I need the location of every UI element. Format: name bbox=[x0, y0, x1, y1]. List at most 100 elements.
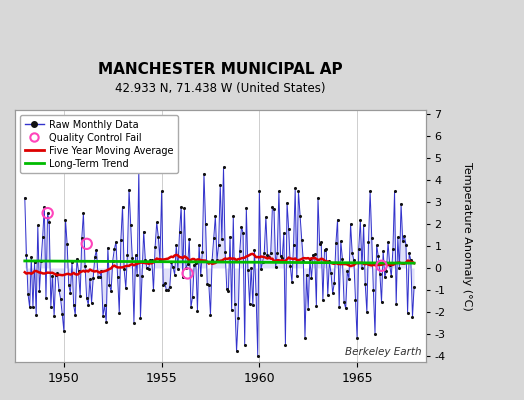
Point bbox=[151, 244, 159, 250]
Point bbox=[51, 272, 60, 278]
Point bbox=[311, 251, 319, 258]
Point bbox=[48, 272, 57, 279]
Point bbox=[268, 204, 277, 211]
Point bbox=[136, 315, 145, 322]
Legend: Raw Monthly Data, Quality Control Fail, Five Year Moving Average, Long-Term Tren: Raw Monthly Data, Quality Control Fail, … bbox=[20, 115, 178, 173]
Point bbox=[58, 311, 67, 317]
Point bbox=[92, 247, 101, 253]
Point bbox=[210, 234, 218, 241]
Point bbox=[346, 221, 355, 227]
Point bbox=[20, 194, 29, 201]
Point bbox=[267, 250, 275, 256]
Point bbox=[112, 238, 120, 245]
Point bbox=[40, 203, 49, 210]
Point bbox=[301, 335, 309, 341]
Point bbox=[206, 312, 215, 318]
Point bbox=[389, 246, 397, 253]
Point bbox=[283, 200, 291, 206]
Point bbox=[305, 256, 314, 262]
Point bbox=[73, 256, 81, 262]
Point bbox=[376, 271, 384, 277]
Point bbox=[239, 230, 247, 236]
Point bbox=[47, 304, 55, 310]
Point bbox=[99, 313, 107, 320]
Point bbox=[107, 288, 115, 294]
Point bbox=[288, 279, 296, 285]
Point bbox=[125, 186, 133, 193]
Point bbox=[255, 188, 264, 194]
Point bbox=[135, 166, 143, 172]
Point bbox=[122, 285, 130, 291]
Point bbox=[35, 288, 43, 294]
Point bbox=[402, 241, 410, 248]
Point bbox=[154, 234, 162, 240]
Point bbox=[250, 247, 259, 253]
Point bbox=[203, 280, 211, 287]
Point bbox=[374, 253, 383, 259]
Point bbox=[258, 259, 267, 265]
Point bbox=[324, 292, 332, 298]
Point bbox=[64, 282, 73, 288]
Point bbox=[200, 170, 208, 177]
Point bbox=[340, 299, 348, 306]
Point bbox=[379, 248, 387, 254]
Point bbox=[276, 252, 285, 259]
Point bbox=[245, 301, 254, 307]
Point bbox=[400, 233, 409, 239]
Point bbox=[320, 246, 329, 253]
Point bbox=[161, 280, 169, 287]
Text: MANCHESTER MUNICIPAL AP: MANCHESTER MUNICIPAL AP bbox=[98, 62, 343, 77]
Point bbox=[76, 293, 84, 300]
Point bbox=[395, 265, 403, 271]
Point bbox=[342, 305, 350, 312]
Point bbox=[302, 272, 311, 278]
Point bbox=[280, 230, 288, 236]
Point bbox=[53, 270, 61, 276]
Point bbox=[390, 188, 399, 194]
Point bbox=[407, 257, 415, 264]
Point bbox=[83, 241, 91, 247]
Point bbox=[145, 266, 153, 272]
Point bbox=[223, 286, 231, 292]
Point bbox=[319, 296, 327, 303]
Point bbox=[128, 255, 136, 262]
Point bbox=[229, 213, 237, 219]
Point bbox=[38, 234, 47, 240]
Point bbox=[70, 302, 78, 308]
Point bbox=[177, 203, 185, 210]
Point bbox=[345, 275, 353, 282]
Point bbox=[386, 262, 394, 268]
Point bbox=[358, 265, 366, 272]
Point bbox=[364, 239, 373, 245]
Point bbox=[157, 188, 166, 194]
Point bbox=[343, 268, 352, 275]
Point bbox=[198, 249, 206, 255]
Point bbox=[195, 242, 203, 248]
Point bbox=[169, 264, 177, 270]
Point bbox=[408, 314, 417, 320]
Point bbox=[57, 296, 65, 302]
Point bbox=[176, 229, 184, 236]
Point bbox=[338, 256, 346, 262]
Point bbox=[89, 275, 97, 281]
Point bbox=[377, 262, 386, 269]
Point bbox=[60, 328, 68, 334]
Point bbox=[88, 300, 96, 306]
Point bbox=[43, 210, 52, 216]
Point bbox=[403, 310, 412, 316]
Point bbox=[149, 287, 158, 294]
Point bbox=[130, 320, 138, 326]
Point bbox=[143, 265, 151, 271]
Point bbox=[241, 342, 249, 348]
Point bbox=[336, 238, 345, 244]
Point bbox=[94, 274, 102, 280]
Point bbox=[82, 295, 91, 302]
Point bbox=[190, 262, 199, 268]
Point bbox=[71, 312, 80, 318]
Point bbox=[78, 235, 86, 242]
Point bbox=[289, 242, 298, 248]
Point bbox=[208, 257, 216, 263]
Point bbox=[332, 240, 340, 246]
Point bbox=[322, 246, 330, 252]
Point bbox=[179, 274, 187, 280]
